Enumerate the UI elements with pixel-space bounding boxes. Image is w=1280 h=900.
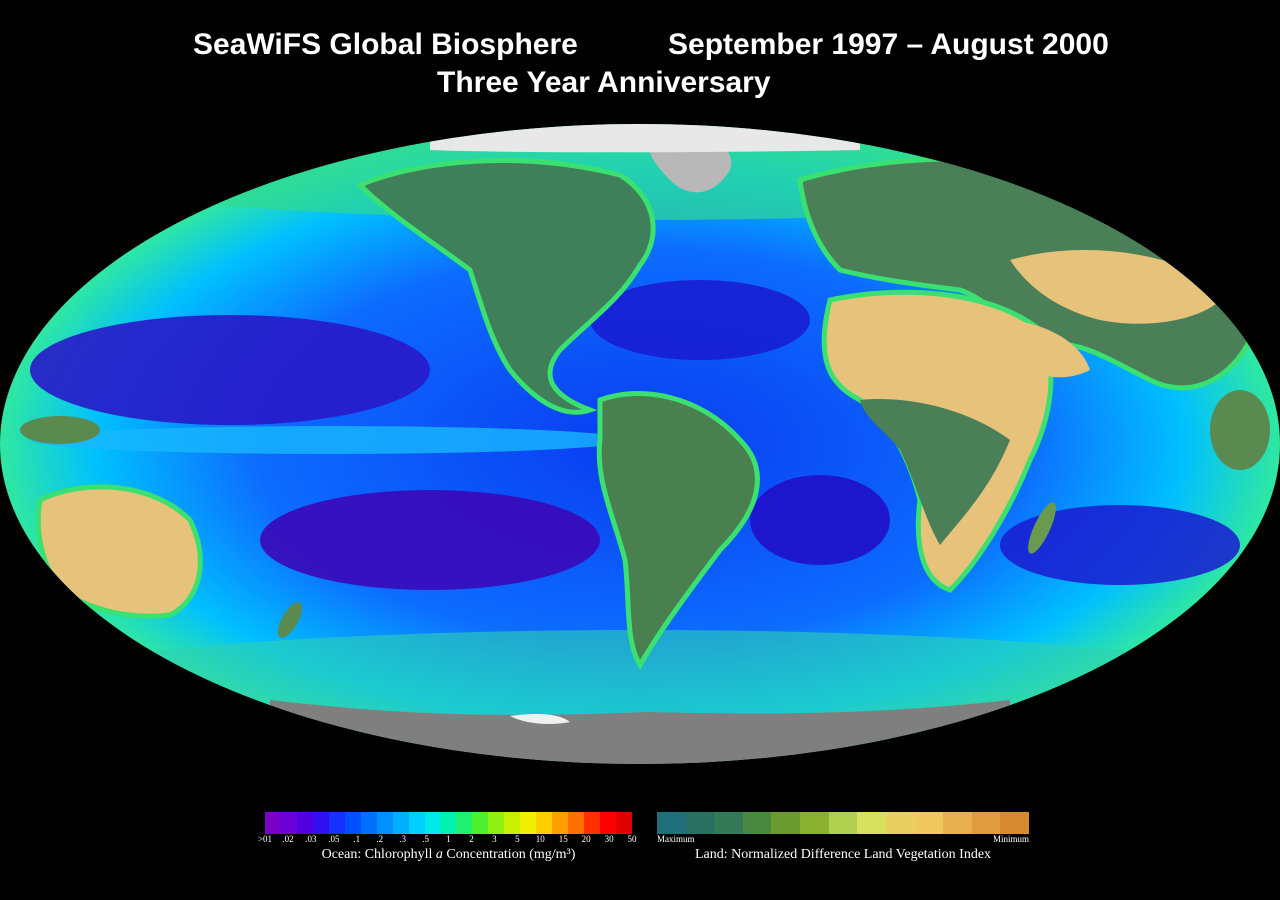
land-swatch <box>857 812 886 834</box>
ocean-swatch <box>440 812 457 834</box>
ocean-swatch <box>376 812 393 834</box>
ocean-swatch <box>328 812 345 834</box>
ocean-tick-label: .3 <box>399 834 406 844</box>
ocean-caption-italic: a <box>435 847 443 862</box>
south-america <box>596 391 760 670</box>
land-swatch <box>1000 812 1029 834</box>
ocean-swatch <box>568 812 585 834</box>
ocean-swatch <box>600 812 616 834</box>
north-america <box>355 158 656 415</box>
indian-ocean-gyre <box>1000 505 1240 585</box>
title-left: SeaWiFS Global Biosphere <box>193 28 578 61</box>
land-swatch <box>914 812 944 834</box>
land-swatch <box>828 812 858 834</box>
arctic-ice <box>430 124 860 153</box>
ocean-swatch <box>536 812 553 834</box>
ocean-tick-label: 3 <box>492 834 497 844</box>
ocean-swatch <box>344 812 361 834</box>
ocean-swatch <box>520 812 537 834</box>
south-atlantic-gyre <box>750 475 890 565</box>
central-africa-forest <box>860 399 1010 545</box>
land-legend: Maximum Minimum Land: Normalized Differe… <box>657 812 1029 863</box>
ocean-swatch <box>615 812 632 834</box>
ocean-swatch <box>504 812 521 834</box>
land-swatch <box>714 812 743 834</box>
north-pacific-gyre <box>30 315 430 425</box>
land-max-label: Maximum <box>657 834 695 844</box>
ocean-scale-ticks: >01 .02 .03 .05 .1 .2 .3 .5 1 2 3 5 10 15 20 30 50 <box>258 834 637 846</box>
title-date-range: September 1997 – August 2000 <box>668 28 1109 61</box>
land-swatch <box>800 812 829 834</box>
ocean-legend-caption: Ocean: Chlorophyll a Concentration (mg/m… <box>265 847 632 863</box>
ocean-tick-label: 2 <box>469 834 474 844</box>
ocean-swatch <box>456 812 473 834</box>
ocean-tick-label: 30 <box>604 834 614 844</box>
land-swatch <box>943 812 972 834</box>
equatorial-band <box>30 426 630 454</box>
ocean-tick-label: 1 <box>446 834 451 844</box>
land-swatch <box>885 812 915 834</box>
ocean-tick-label: 50 <box>627 834 637 844</box>
land-legend-caption: Land: Normalized Difference Land Vegetat… <box>694 847 992 862</box>
ocean-swatch <box>312 812 329 834</box>
title-line-1: SeaWiFS Global Biosphere September 1997 … <box>0 28 1280 68</box>
central-asia-desert <box>1010 250 1230 324</box>
ocean-swatch <box>392 812 409 834</box>
subtitle: Three Year Anniversary <box>437 66 771 99</box>
land-color-scale <box>657 812 1029 834</box>
land-min-label: Minimum <box>992 834 1029 844</box>
ocean-tick-label: 5 <box>515 834 520 844</box>
indonesia <box>20 416 100 444</box>
ocean-tick-label: 20 <box>581 834 591 844</box>
land-swatch <box>742 812 772 834</box>
ocean-tick-label: .5 <box>422 834 429 844</box>
ocean-tick-label: .02 <box>282 834 294 844</box>
new-zealand <box>277 602 303 638</box>
ocean-swatch <box>552 812 569 834</box>
ocean-swatch <box>584 812 601 834</box>
ocean-color-scale <box>265 812 632 834</box>
madagascar <box>1028 502 1056 554</box>
land-swatch <box>685 812 715 834</box>
ocean-swatch <box>280 812 297 834</box>
ocean-caption-prefix: Ocean: Chlorophyll <box>321 847 436 862</box>
ocean-swatch <box>296 812 313 834</box>
ocean-tick-label: .2 <box>376 834 384 844</box>
land-swatch <box>657 812 686 834</box>
ocean-tick-label: .05 <box>328 834 340 844</box>
north-atlantic-gyre <box>590 280 810 360</box>
ocean-tick-label: 15 <box>558 834 568 844</box>
southeast-asia <box>1210 390 1270 470</box>
ocean-legend: >01 .02 .03 .05 .1 .2 .3 .5 1 2 3 5 10 15 20 30 50 Ocean… <box>258 812 637 863</box>
antarctic-ice-shelf <box>510 714 570 724</box>
ocean-tick-label: .1 <box>353 834 361 844</box>
land-swatch <box>771 812 801 834</box>
ocean-tick-label: .03 <box>305 834 317 844</box>
ocean-tick-label: >01 <box>257 834 273 844</box>
ocean-swatch <box>408 812 425 834</box>
ocean-swatch <box>488 812 505 834</box>
australia <box>35 484 203 619</box>
arabian-peninsula <box>1000 320 1090 378</box>
ocean-swatch <box>472 812 489 834</box>
ocean-swatch <box>424 812 441 834</box>
land-swatch <box>971 812 1001 834</box>
south-pacific-gyre <box>260 490 600 590</box>
ocean-swatch <box>265 812 281 834</box>
ocean-tick-label: 10 <box>535 834 545 844</box>
ocean-swatch <box>360 812 377 834</box>
ocean-caption-suffix: Concentration (mg/m³) <box>442 847 576 862</box>
